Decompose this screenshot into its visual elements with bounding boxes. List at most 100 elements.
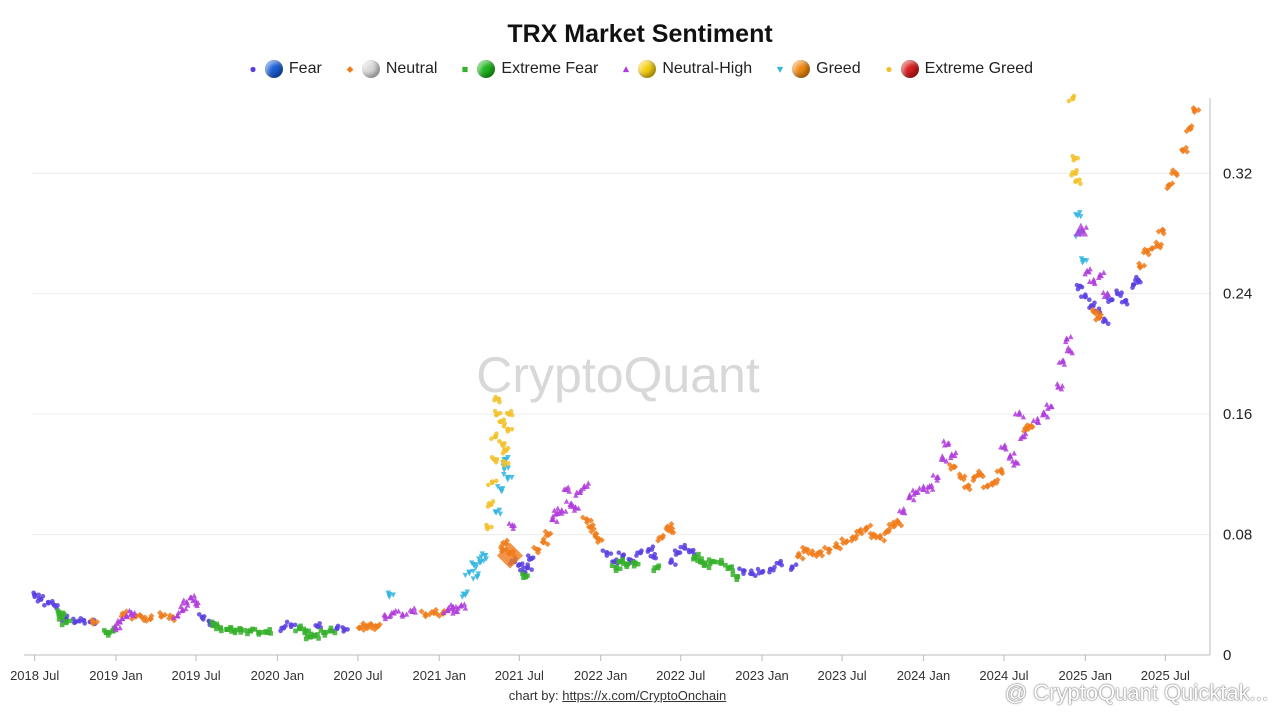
data-point-cluster xyxy=(695,554,700,560)
legend-marker-icon xyxy=(623,66,630,73)
data-point-cluster xyxy=(678,544,683,550)
data-point-cluster xyxy=(505,465,512,471)
data-point-cluster xyxy=(1100,319,1106,325)
data-point-cluster xyxy=(616,559,621,564)
data-point-cluster xyxy=(729,564,735,569)
legend-item-greed[interactable]: Greed xyxy=(774,60,861,78)
legend-marker xyxy=(623,66,630,73)
data-point-cluster xyxy=(620,559,626,564)
data-point-cluster xyxy=(525,553,531,558)
data-point-cluster xyxy=(477,560,483,566)
legend-marker-icon xyxy=(462,66,468,73)
data-point-cluster xyxy=(971,474,978,481)
data-point-cluster xyxy=(470,576,477,582)
data-point-cluster xyxy=(210,623,216,629)
data-point-cluster xyxy=(961,484,968,491)
data-point-cluster xyxy=(1006,455,1012,461)
data-point-cluster xyxy=(505,454,511,461)
data-point-cluster xyxy=(432,606,439,613)
data-point-cluster xyxy=(600,548,606,553)
legend-marker xyxy=(250,66,256,73)
data-point-cluster xyxy=(774,560,780,566)
data-point-cluster xyxy=(943,458,950,464)
data-point-cluster xyxy=(668,560,673,565)
data-point-cluster xyxy=(1100,289,1107,296)
legend-item-extreme-fear[interactable]: Extreme Fear xyxy=(459,60,598,78)
data-point-cluster xyxy=(252,627,258,632)
legend-item-neutral-high[interactable]: Neutral-High xyxy=(620,60,752,78)
data-point-cluster xyxy=(1179,146,1186,153)
data-point-cluster xyxy=(407,607,414,613)
legend-marker xyxy=(462,66,468,73)
data-point-cluster xyxy=(1130,285,1135,290)
data-point-cluster xyxy=(1012,411,1019,417)
data-point-cluster xyxy=(166,615,173,622)
data-point-cluster xyxy=(267,627,272,632)
data-point-cluster xyxy=(1039,412,1046,418)
data-point-cluster xyxy=(360,620,367,627)
data-point-cluster xyxy=(805,550,812,557)
data-point-cluster xyxy=(617,566,623,571)
data-point-cluster xyxy=(755,566,761,572)
legend-item-neutral[interactable]: Neutral xyxy=(344,60,437,78)
data-point-cluster xyxy=(501,423,507,429)
data-point-cluster xyxy=(256,632,262,637)
data-point-cluster xyxy=(317,621,322,626)
data-point-cluster xyxy=(711,559,717,564)
data-point-cluster xyxy=(1149,245,1156,252)
legend-item-extreme-greed[interactable]: Extreme Greed xyxy=(883,60,1033,78)
data-point-cluster xyxy=(1093,316,1099,323)
data-point-cluster xyxy=(853,528,860,535)
data-point-cluster xyxy=(1141,262,1148,269)
data-point-cluster xyxy=(50,601,55,606)
data-point-cluster xyxy=(696,551,701,557)
data-point-cluster xyxy=(575,505,582,511)
data-point-cluster xyxy=(105,633,111,638)
data-point-cluster xyxy=(652,551,658,557)
data-point-cluster xyxy=(702,560,708,565)
data-point-cluster xyxy=(489,436,494,442)
data-point-cluster xyxy=(515,563,521,568)
data-point-cluster xyxy=(147,615,154,622)
data-point-cluster xyxy=(237,626,243,631)
legend-item-fear[interactable]: Fear xyxy=(247,60,322,78)
data-point-cluster xyxy=(1083,258,1090,264)
data-point-cluster xyxy=(941,438,947,444)
data-point-cluster xyxy=(233,627,239,633)
data-point-cluster xyxy=(916,485,923,491)
data-point-cluster xyxy=(1070,96,1076,102)
data-point-cluster xyxy=(715,559,720,565)
data-point-cluster xyxy=(250,626,255,632)
data-point-cluster xyxy=(57,614,63,619)
data-point-cluster xyxy=(558,510,565,516)
data-point-cluster xyxy=(174,612,181,619)
data-point-cluster xyxy=(298,623,303,629)
data-point-cluster xyxy=(579,514,586,521)
legend-label: Extreme Fear xyxy=(501,60,599,77)
data-point-cluster xyxy=(302,630,308,636)
data-point-cluster xyxy=(961,473,968,480)
data-point-cluster xyxy=(818,548,825,555)
data-point-cluster xyxy=(631,563,637,569)
data-point-cluster xyxy=(1074,167,1079,173)
data-point-cluster xyxy=(1138,279,1143,285)
x-tick-label: 2025 Jan xyxy=(1059,668,1113,683)
data-point-cluster xyxy=(1010,458,1016,464)
data-point-cluster xyxy=(505,461,511,466)
data-point-cluster xyxy=(867,522,874,529)
data-point-cluster xyxy=(31,590,36,596)
data-point-cluster xyxy=(910,487,916,493)
data-point-cluster xyxy=(1097,314,1103,321)
data-point-cluster xyxy=(1058,386,1065,392)
data-point-cluster xyxy=(616,550,622,555)
credit-link[interactable]: https://x.com/CryptoOnchain xyxy=(562,688,727,703)
data-point-cluster xyxy=(509,475,515,481)
data-point xyxy=(558,507,565,514)
data-point-cluster xyxy=(1070,153,1075,159)
data-point-cluster xyxy=(497,399,502,405)
data-point-cluster xyxy=(1024,422,1031,429)
data-point-cluster xyxy=(55,608,61,614)
data-point-cluster xyxy=(355,624,362,631)
data-point-cluster xyxy=(486,482,491,488)
